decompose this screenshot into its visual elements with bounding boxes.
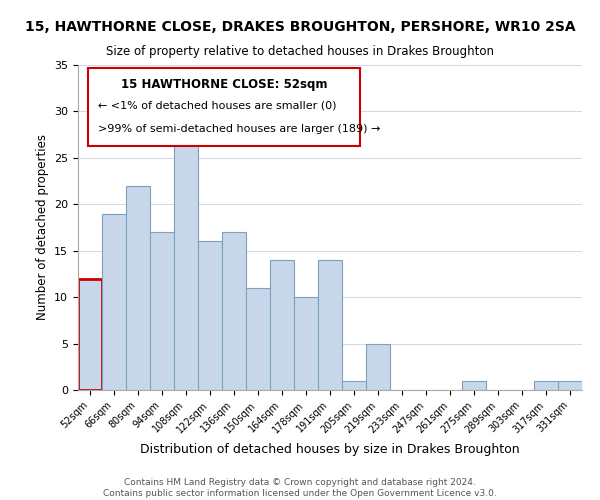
- Bar: [198, 242, 222, 390]
- Bar: [246, 288, 270, 390]
- Text: ← <1% of detached houses are smaller (0): ← <1% of detached houses are smaller (0): [98, 101, 337, 111]
- Text: Contains HM Land Registry data © Crown copyright and database right 2024.
Contai: Contains HM Land Registry data © Crown c…: [103, 478, 497, 498]
- Bar: [318, 260, 342, 390]
- Bar: [150, 232, 174, 390]
- Bar: [78, 278, 102, 390]
- Text: 15, HAWTHORNE CLOSE, DRAKES BROUGHTON, PERSHORE, WR10 2SA: 15, HAWTHORNE CLOSE, DRAKES BROUGHTON, P…: [25, 20, 575, 34]
- FancyBboxPatch shape: [88, 68, 360, 146]
- Bar: [558, 380, 582, 390]
- Y-axis label: Number of detached properties: Number of detached properties: [35, 134, 49, 320]
- Bar: [222, 232, 246, 390]
- Bar: [174, 120, 198, 390]
- Bar: [102, 214, 126, 390]
- Bar: [366, 344, 390, 390]
- Bar: [462, 380, 486, 390]
- Bar: [534, 380, 558, 390]
- Bar: [270, 260, 294, 390]
- Bar: [126, 186, 150, 390]
- Bar: [342, 380, 366, 390]
- Text: Size of property relative to detached houses in Drakes Broughton: Size of property relative to detached ho…: [106, 45, 494, 58]
- Text: 15 HAWTHORNE CLOSE: 52sqm: 15 HAWTHORNE CLOSE: 52sqm: [121, 78, 328, 91]
- Bar: [294, 297, 318, 390]
- Text: >99% of semi-detached houses are larger (189) →: >99% of semi-detached houses are larger …: [98, 124, 380, 134]
- X-axis label: Distribution of detached houses by size in Drakes Broughton: Distribution of detached houses by size …: [140, 443, 520, 456]
